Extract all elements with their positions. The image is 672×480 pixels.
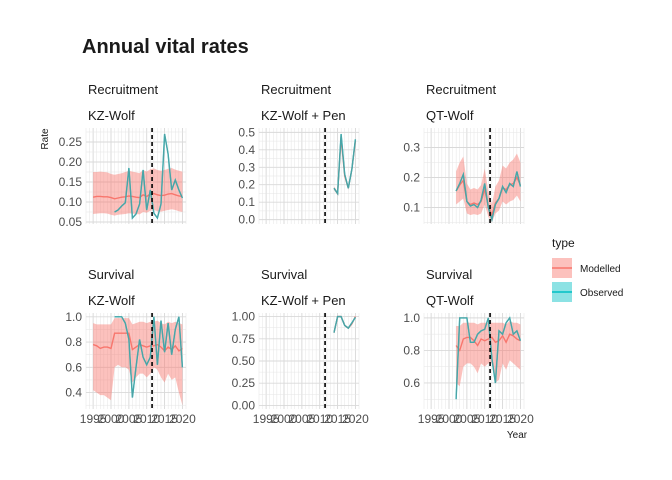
panel-4-modelled-line <box>92 332 183 352</box>
panel-5-x-tick-label: 1995 <box>253 412 280 426</box>
panel-3-y-tick-label: 0.3 <box>403 141 420 155</box>
panel-1-y-tick-label: 0.20 <box>59 155 83 169</box>
panel-5-rate-label: Survival <box>261 267 307 282</box>
panel-5-x-tick-label: 2010 <box>306 412 333 426</box>
panel-1-y-tick-label: 0.25 <box>59 135 83 149</box>
panel-6-x-tick-label: 1995 <box>418 412 445 426</box>
panel-6-overlap-line <box>455 316 521 400</box>
panel-5-y-tick-label: 0.50 <box>232 354 256 368</box>
panel-6-x-tick-label: 2015 <box>489 412 516 426</box>
panel-2-overlap-line <box>333 134 356 196</box>
legend-label-observed: Observed <box>580 288 623 299</box>
legend-label-modelled: Modelled <box>580 264 621 275</box>
panel-5-x-tick-label: 2020 <box>342 412 369 426</box>
panel-5-x-tick-label: 2000 <box>271 412 298 426</box>
panel-4-x-tick-label: 2015 <box>151 412 178 426</box>
panel-5-x-tick-label: 2005 <box>289 412 316 426</box>
panel-4-x-tick-label: 2020 <box>169 412 196 426</box>
chart-title: Annual vital rates <box>82 36 249 58</box>
panel-2-rate-label: Recruitment <box>261 82 331 97</box>
panel-6-x-tick-label: 2010 <box>471 412 498 426</box>
panel-5-y-tick-label: 0.25 <box>232 376 256 390</box>
panel-6-x-tick-label: 2005 <box>454 412 481 426</box>
panel-4-overlap-line <box>114 316 183 398</box>
panel-1-rate-label: Recruitment <box>88 82 158 97</box>
panel-4-population-label: KZ-Wolf <box>88 293 135 308</box>
panel-5-y-tick-label: 0.75 <box>232 332 256 346</box>
panel-4-x-tick-label: 2000 <box>98 412 125 426</box>
panel-1-y-tick-label: 0.10 <box>59 195 83 209</box>
panel-4-x-tick-label: 2005 <box>116 412 143 426</box>
panel-2-y-tick-label: 0.4 <box>238 143 255 157</box>
panel-1-overlap-line <box>114 133 183 220</box>
panel-1-population-label: KZ-Wolf <box>88 108 135 123</box>
panel-6-population-label: QT-Wolf <box>426 293 474 308</box>
panel-6-modelled-ribbon <box>456 321 521 387</box>
panel-2-y-tick-label: 0.5 <box>238 125 255 139</box>
panel-5-y-tick-label: 1.00 <box>232 310 256 324</box>
panel-4-y-tick-label: 0.6 <box>65 360 82 374</box>
panel-5-population-label: KZ-Wolf + Pen <box>261 293 346 308</box>
panel-1-y-tick-label: 0.15 <box>59 175 83 189</box>
panel-2-y-tick-label: 0.3 <box>238 160 255 174</box>
panel-6-modelled-line <box>455 333 521 352</box>
panel-6-x-tick-label: 2020 <box>507 412 534 426</box>
panel-4-y-tick-label: 1.0 <box>65 310 82 324</box>
panel-6-x-tick-label: 2000 <box>436 412 463 426</box>
panel-2-y-tick-label: 0.1 <box>238 195 255 209</box>
panel-3-y-tick-label: 0.1 <box>403 201 420 215</box>
panel-2-y-tick-label: 0.2 <box>238 178 255 192</box>
y-axis-label: Rate <box>40 128 51 150</box>
panel-4-x-tick-label: 1995 <box>80 412 107 426</box>
panel-5-y-tick-label: 0.00 <box>232 398 256 412</box>
panel-5-x-tick-label: 2015 <box>324 412 351 426</box>
legend-title: type <box>552 236 575 250</box>
panel-6-y-tick-label: 1.0 <box>403 311 420 325</box>
panel-2-y-tick-label: 0.0 <box>238 213 255 227</box>
panel-4-rate-label: Survival <box>88 267 134 282</box>
panel-1-modelled-line <box>92 192 183 200</box>
panel-1-y-tick-label: 0.05 <box>59 215 83 229</box>
panel-4-x-tick-label: 2010 <box>133 412 160 426</box>
panel-4-y-tick-label: 0.4 <box>65 386 82 400</box>
panel-6-y-tick-label: 0.6 <box>403 376 420 390</box>
panel-4-y-tick-label: 0.8 <box>65 335 82 349</box>
panel-1-modelled-ribbon <box>93 168 183 216</box>
panel-2-population-label: KZ-Wolf + Pen <box>261 108 346 123</box>
panel-5-overlap-line <box>333 316 356 333</box>
panel-3-population-label: QT-Wolf <box>426 108 474 123</box>
panel-3-overlap-line <box>455 171 521 222</box>
panel-3-y-tick-label: 0.2 <box>403 171 420 185</box>
x-axis-label: Year <box>507 430 528 441</box>
panel-6-rate-label: Survival <box>426 267 472 282</box>
panel-3-rate-label: Recruitment <box>426 82 496 97</box>
panel-6-y-tick-label: 0.8 <box>403 343 420 357</box>
